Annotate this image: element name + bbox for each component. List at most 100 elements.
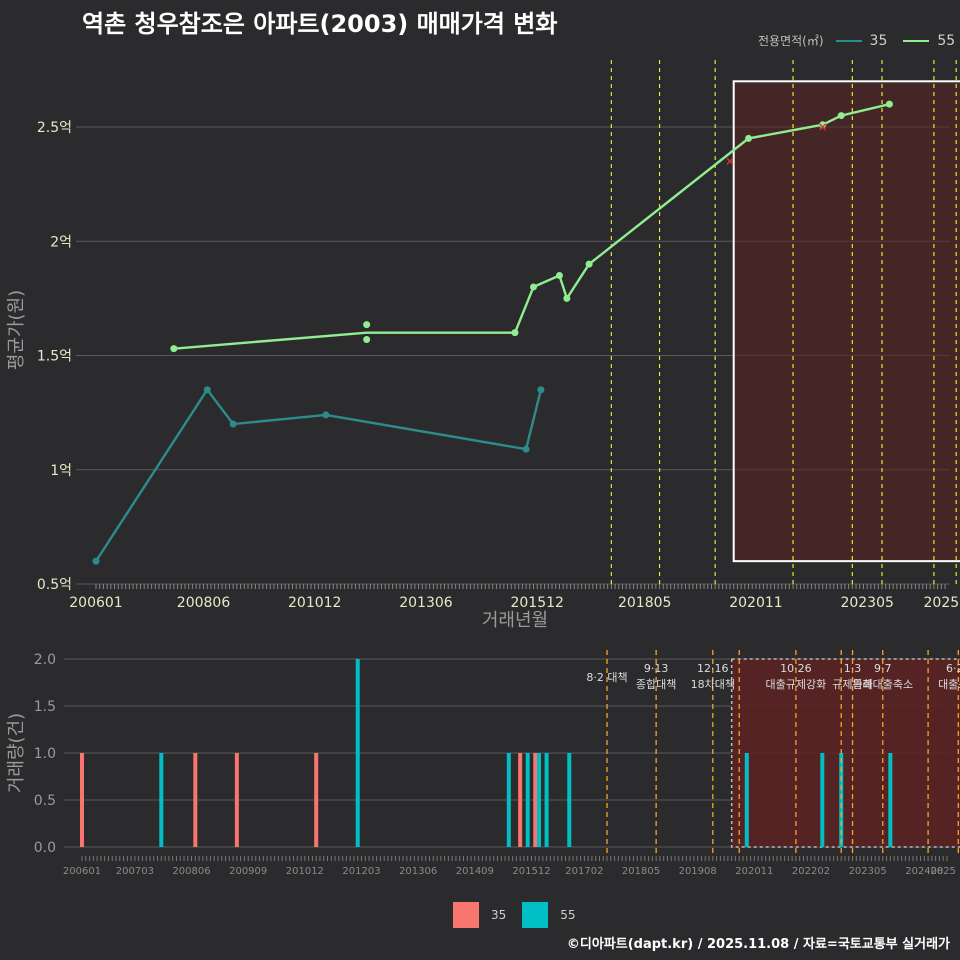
legend-label-55-bottom: 55 <box>560 908 576 922</box>
legend-box-55 <box>522 902 549 928</box>
bar-55-0 <box>159 753 164 847</box>
xtick-bottom-14: 202305 <box>849 866 887 877</box>
xtick-top-1: 200806 <box>177 595 231 611</box>
point-35-3 <box>322 411 330 419</box>
marker-x-stroke-b-1 <box>819 123 827 131</box>
ytick-bottom-2: 1.0 <box>34 746 56 762</box>
point-55-8 <box>745 134 753 142</box>
legend-bottom: 35 55 <box>453 902 592 928</box>
event-label-4-1: 규제완화 <box>832 678 872 691</box>
legend-label-35: 35 <box>869 32 888 49</box>
point-35-1 <box>203 386 211 394</box>
xtick-top-2: 201012 <box>288 595 341 611</box>
xtick-bottom-13: 202202 <box>792 866 830 877</box>
event-label-1-1: 종합대책 <box>636 678 676 691</box>
series-line-35 <box>94 387 543 562</box>
event-label-3-0: 10·26 <box>780 662 812 675</box>
point-55-11 <box>885 100 893 108</box>
ytick-bottom-4: 2.0 <box>34 652 56 668</box>
xtick-bottom-12: 202011 <box>735 866 773 877</box>
ytick-top-2: 1.5억 <box>37 349 72 365</box>
xtick-bottom-9: 201702 <box>565 866 603 877</box>
event-label-3-1: 대출규제강화 <box>766 678 827 691</box>
legend-label-35-bottom: 35 <box>491 908 507 922</box>
bar-55-7 <box>744 753 749 847</box>
marker-x-0 <box>726 157 734 165</box>
bar-35-1 <box>193 753 198 847</box>
xtick-bottom-8: 201512 <box>512 866 550 877</box>
ytick-top-4: 2.5억 <box>37 120 72 136</box>
xtick-top-7: 202305 <box>840 595 893 611</box>
bar-35-4 <box>518 753 523 847</box>
event-label-0-0: 8·2 대책 <box>586 671 627 684</box>
xtick-top-8: 2025 <box>924 595 960 611</box>
bar-55-1 <box>355 659 360 847</box>
xtick-bottom-10: 201805 <box>622 866 660 877</box>
marker-x-1 <box>819 123 827 131</box>
yaxis-label-bottom: 거래량(건) <box>6 713 27 793</box>
bar-35-3 <box>314 753 319 847</box>
ytick-bottom-1: 0.5 <box>34 793 56 809</box>
event-label-6-0: 6·27 <box>946 662 960 675</box>
bar-55-9 <box>839 753 844 847</box>
legend-box-35 <box>453 902 479 928</box>
xtick-bottom-2: 200806 <box>172 866 210 877</box>
event-label-1-0: 9·13 <box>644 662 669 675</box>
bar-55-10 <box>888 753 893 847</box>
xaxis-label-top: 거래년월 <box>482 610 548 631</box>
xtick-top-0: 200601 <box>69 595 122 611</box>
ytick-top-3: 2억 <box>50 234 72 250</box>
xtick-bottom-11: 201908 <box>679 866 717 877</box>
event-label-5-0: 9·7 <box>874 662 892 675</box>
event-label-4-0: 1·3 <box>844 662 862 675</box>
xtick-bottom-15: 202408 <box>905 866 943 877</box>
legend-label-55: 55 <box>937 32 956 49</box>
point-55-3 <box>511 329 519 337</box>
point-55-9 <box>819 121 827 129</box>
point-55-7 <box>585 260 593 268</box>
bar-35-5 <box>533 753 538 847</box>
bar-35-0 <box>80 753 84 847</box>
chart-title: 역촌 청우참조은 아파트(2003) 매매가격 변화 <box>82 10 558 38</box>
bar-55-2 <box>506 753 511 847</box>
legend-top: 전용면적(㎡) 35 55 <box>758 32 960 49</box>
point-35-4 <box>522 445 530 453</box>
bar-35-2 <box>234 753 239 847</box>
xtick-bottom-5: 201203 <box>342 866 380 877</box>
point-55-6 <box>563 294 571 302</box>
bar-55-8 <box>820 753 825 847</box>
legend-swatch-35 <box>835 39 862 42</box>
ytick-top-1: 1억 <box>50 463 72 479</box>
event-label-2-1: 18차대책 <box>691 678 735 691</box>
xtick-bottom-0: 200601 <box>63 866 101 877</box>
xtick-top-4: 201512 <box>510 595 563 611</box>
event-label-7-1: 토허제 <box>958 678 960 691</box>
event-label-6-1: 대출규제 <box>938 678 960 691</box>
point-35-0 <box>92 557 100 565</box>
ytick-bottom-0: 0.0 <box>34 840 56 856</box>
bar-55-4 <box>537 753 542 847</box>
event-label-2-0: 12·16 <box>697 662 729 675</box>
bar-55-5 <box>544 753 549 847</box>
point-35-2 <box>229 420 237 428</box>
legend-title: 전용면적(㎡) <box>758 34 824 48</box>
ytick-top-0: 0.5억 <box>37 577 72 593</box>
highlight-box-bottom <box>730 658 960 848</box>
xtick-top-3: 201306 <box>399 595 453 611</box>
xtick-bottom-6: 201306 <box>399 866 437 877</box>
ytick-bottom-3: 1.5 <box>34 699 56 715</box>
xtick-bottom-16: 2025 <box>930 866 955 877</box>
point-55-10 <box>837 112 845 120</box>
legend-swatch-55 <box>903 39 930 42</box>
xtick-bottom-4: 201012 <box>286 866 324 877</box>
marker-x-stroke-b-0 <box>726 157 734 165</box>
point-35-5 <box>537 386 545 394</box>
highlight-box-top <box>732 80 960 563</box>
point-55-2 <box>363 336 371 344</box>
bar-55-6 <box>567 753 572 847</box>
event-label-5-1: 특례대출축소 <box>852 678 913 691</box>
xtick-bottom-7: 201409 <box>456 866 494 877</box>
yaxis-label-top: 평균가(원) <box>6 290 27 370</box>
xtick-bottom-3: 200909 <box>229 866 267 877</box>
